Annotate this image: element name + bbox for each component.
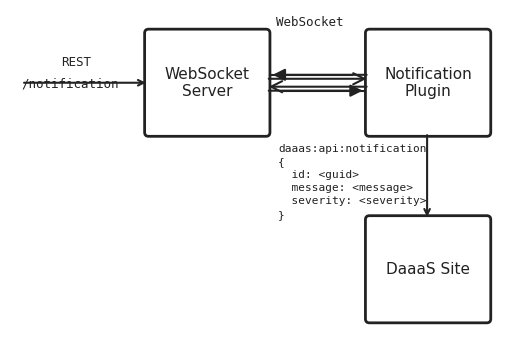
Text: Notification
Plugin: Notification Plugin [384, 67, 472, 99]
Text: REST: REST [61, 56, 91, 69]
Text: WebSocket
Server: WebSocket Server [165, 67, 250, 99]
FancyBboxPatch shape [365, 29, 491, 136]
Text: DaaaS Site: DaaaS Site [386, 262, 470, 277]
Text: WebSocket: WebSocket [276, 16, 344, 29]
FancyBboxPatch shape [145, 29, 270, 136]
Text: daaas:api:notification
{
  id: <guid>
  message: <message>
  severity: <severity: daaas:api:notification { id: <guid> mess… [278, 144, 427, 220]
Text: /notification: /notification [21, 78, 119, 91]
FancyBboxPatch shape [365, 216, 491, 323]
